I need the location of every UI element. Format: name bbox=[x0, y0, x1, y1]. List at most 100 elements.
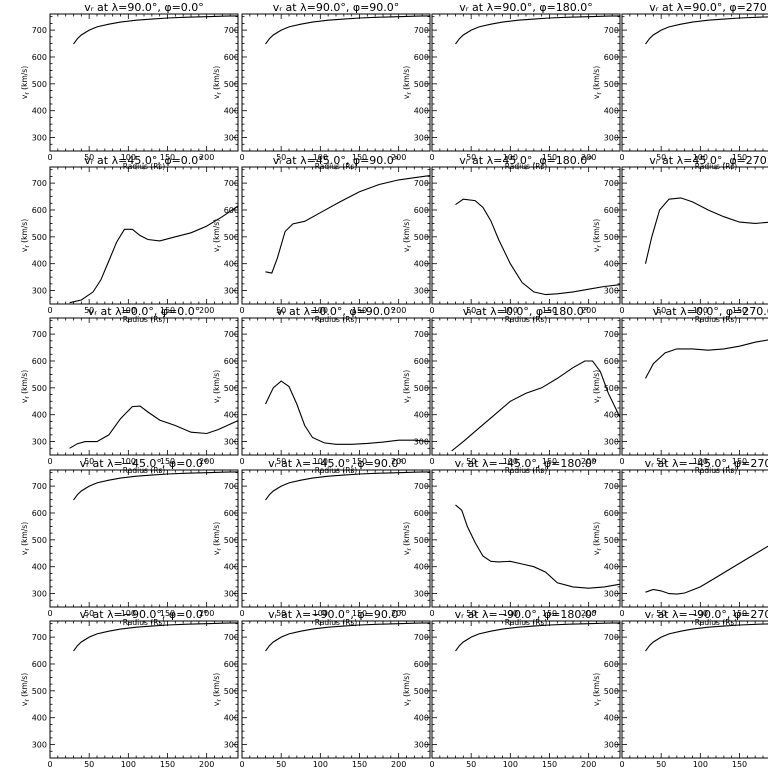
y-tick-label: 400 bbox=[224, 107, 239, 116]
plot-frame bbox=[49, 469, 239, 608]
x-tick-label: 50 bbox=[656, 457, 666, 466]
x-tick-label: 0 bbox=[429, 153, 434, 162]
y-tick-label: 400 bbox=[414, 411, 429, 420]
y-axis-label: vr (km/s) bbox=[212, 522, 223, 555]
x-tick-label: 50 bbox=[84, 457, 94, 466]
x-tick-label: 50 bbox=[656, 609, 666, 618]
x-tick-label: 0 bbox=[619, 760, 624, 768]
x-tick-label: 50 bbox=[276, 609, 286, 618]
plot-frame bbox=[621, 166, 768, 305]
x-tick-label: 150 bbox=[160, 609, 175, 618]
y-tick-label: 700 bbox=[224, 482, 239, 491]
x-tick-label: 150 bbox=[352, 457, 367, 466]
x-tick-label: 150 bbox=[732, 457, 747, 466]
x-tick-label: 0 bbox=[619, 609, 624, 618]
panel-6: vᵣ at λ=45.0°, φ=90.0° 0 50 100 150 200 300 400… bbox=[212, 154, 431, 324]
x-tick-label: 200 bbox=[391, 153, 406, 162]
velocity-curve bbox=[455, 15, 621, 45]
y-axis-label: vr (km/s) bbox=[212, 370, 223, 403]
y-axis-label: vr (km/s) bbox=[592, 66, 603, 99]
panel-14: vᵣ at λ=−45.0°, φ=90.0° 0 50 100 150 200 300 40… bbox=[212, 457, 431, 627]
x-tick-label: 150 bbox=[732, 153, 747, 162]
x-tick-label: 150 bbox=[542, 609, 557, 618]
y-tick-label: 600 bbox=[32, 509, 47, 518]
velocity-curve bbox=[69, 205, 239, 304]
y-tick-label: 700 bbox=[604, 26, 619, 35]
y-tick-label: 700 bbox=[604, 179, 619, 188]
x-tick-label: 150 bbox=[160, 306, 175, 315]
x-tick-label: 0 bbox=[429, 760, 434, 768]
y-axis-label: vr (km/s) bbox=[402, 522, 413, 555]
velocity-curve bbox=[644, 197, 768, 264]
x-tick-label: 100 bbox=[693, 609, 708, 618]
x-tick-label: 50 bbox=[84, 306, 94, 315]
y-tick-label: 500 bbox=[32, 687, 47, 696]
x-tick-label: 50 bbox=[84, 760, 94, 768]
x-tick-label: 0 bbox=[47, 609, 52, 618]
y-tick-label: 300 bbox=[32, 287, 47, 296]
x-tick-label: 150 bbox=[160, 760, 175, 768]
x-tick-label: 50 bbox=[276, 306, 286, 315]
y-tick-label: 700 bbox=[224, 633, 239, 642]
y-tick-label: 300 bbox=[224, 590, 239, 599]
panel-7: vᵣ at λ=45.0°, φ=180.0° 0 50 100 150 200 300 40… bbox=[402, 154, 621, 324]
y-tick-label: 300 bbox=[414, 287, 429, 296]
y-tick-label: 700 bbox=[32, 633, 47, 642]
y-axis-label: vr (km/s) bbox=[20, 522, 31, 555]
y-tick-label: 500 bbox=[224, 384, 239, 393]
y-tick-label: 300 bbox=[604, 134, 619, 143]
x-tick-label: 50 bbox=[276, 457, 286, 466]
y-tick-label: 500 bbox=[414, 536, 429, 545]
plot-frame bbox=[49, 317, 239, 456]
x-tick-label: 200 bbox=[391, 760, 406, 768]
x-tick-label: 200 bbox=[581, 457, 596, 466]
y-tick-label: 300 bbox=[414, 438, 429, 447]
y-tick-label: 600 bbox=[414, 357, 429, 366]
panel-title: vᵣ at λ=45.0°, φ=180.0° bbox=[459, 154, 593, 167]
y-tick-label: 600 bbox=[604, 53, 619, 62]
x-tick-label: 200 bbox=[581, 306, 596, 315]
y-tick-label: 400 bbox=[224, 563, 239, 572]
y-axis-label: vr (km/s) bbox=[592, 522, 603, 555]
velocity-curve bbox=[265, 471, 431, 501]
x-tick-label: 200 bbox=[581, 760, 596, 768]
x-tick-label: 50 bbox=[84, 609, 94, 618]
y-tick-label: 600 bbox=[604, 357, 619, 366]
velocity-curve bbox=[455, 198, 621, 296]
x-tick-label: 200 bbox=[581, 609, 596, 618]
y-tick-label: 400 bbox=[414, 260, 429, 269]
y-tick-label: 500 bbox=[604, 80, 619, 89]
x-tick-label: 100 bbox=[313, 153, 328, 162]
y-tick-label: 700 bbox=[32, 26, 47, 35]
plot-frame bbox=[49, 166, 239, 305]
x-tick-label: 200 bbox=[391, 306, 406, 315]
y-tick-label: 700 bbox=[32, 179, 47, 188]
y-tick-label: 500 bbox=[32, 80, 47, 89]
panel-title: vᵣ at λ=90.0°, φ=90.0° bbox=[273, 1, 400, 14]
x-tick-label: 50 bbox=[466, 306, 476, 315]
y-tick-label: 300 bbox=[414, 134, 429, 143]
y-tick-label: 700 bbox=[604, 633, 619, 642]
x-tick-label: 150 bbox=[160, 153, 175, 162]
y-tick-label: 500 bbox=[604, 687, 619, 696]
x-tick-label: 50 bbox=[466, 760, 476, 768]
x-tick-label: 100 bbox=[693, 760, 708, 768]
y-tick-label: 400 bbox=[32, 107, 47, 116]
plot-frame bbox=[621, 469, 768, 608]
panel-19: vᵣ at λ=−90.0°, φ=180.0° 0 50 100 150 200 300 4… bbox=[402, 608, 621, 768]
y-tick-label: 600 bbox=[604, 660, 619, 669]
y-tick-label: 500 bbox=[604, 233, 619, 242]
y-tick-label: 400 bbox=[32, 411, 47, 420]
panel-4: vᵣ at λ=90.0°, φ=270.0°05010015020030040… bbox=[592, 1, 768, 171]
x-tick-label: 100 bbox=[121, 306, 136, 315]
y-axis-label: vr (km/s) bbox=[592, 673, 603, 706]
y-tick-label: 500 bbox=[224, 233, 239, 242]
plot-frame bbox=[49, 620, 239, 759]
y-tick-label: 500 bbox=[604, 536, 619, 545]
x-tick-label: 50 bbox=[656, 760, 666, 768]
velocity-curve bbox=[265, 175, 431, 274]
panel-title: vᵣ at λ=0.0°, φ=180.0° bbox=[463, 305, 590, 318]
x-tick-label: 200 bbox=[199, 609, 214, 618]
y-tick-label: 500 bbox=[414, 384, 429, 393]
x-tick-label: 0 bbox=[619, 457, 624, 466]
